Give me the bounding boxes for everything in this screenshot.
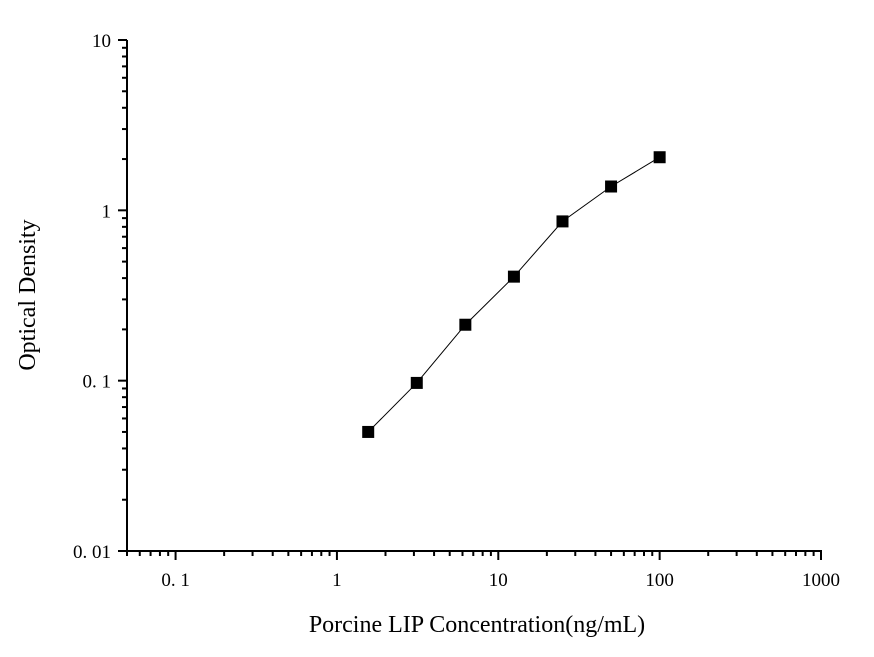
data-point — [362, 425, 375, 438]
y-tick-label: 1 — [102, 201, 112, 222]
x-tick-label: 100 — [645, 570, 674, 591]
y-axis-label: Optical Density — [15, 219, 41, 370]
axes — [118, 39, 822, 560]
series-line — [367, 156, 660, 433]
x-tick-label: 0. 1 — [161, 570, 190, 591]
data-point — [507, 270, 520, 283]
data-point — [653, 151, 666, 164]
data-point — [556, 215, 569, 228]
x-tick-label: 1000 — [802, 570, 840, 591]
tick-labels: 0. 1 1 10 100 1000 0. 01 0. 1 1 10 — [73, 31, 840, 591]
x-tick-label: 1 — [332, 570, 342, 591]
data-point — [410, 376, 423, 389]
data-point — [459, 318, 472, 331]
y-tick-label: 0. 1 — [83, 372, 112, 393]
x-tick-label: 10 — [489, 570, 508, 591]
x-axis-label: Porcine LIP Concentration(ng/mL) — [309, 612, 645, 638]
y-tick-label: 10 — [92, 31, 111, 52]
y-tick-label: 0. 01 — [73, 542, 111, 563]
plot-area — [362, 151, 666, 438]
data-point — [605, 180, 618, 193]
